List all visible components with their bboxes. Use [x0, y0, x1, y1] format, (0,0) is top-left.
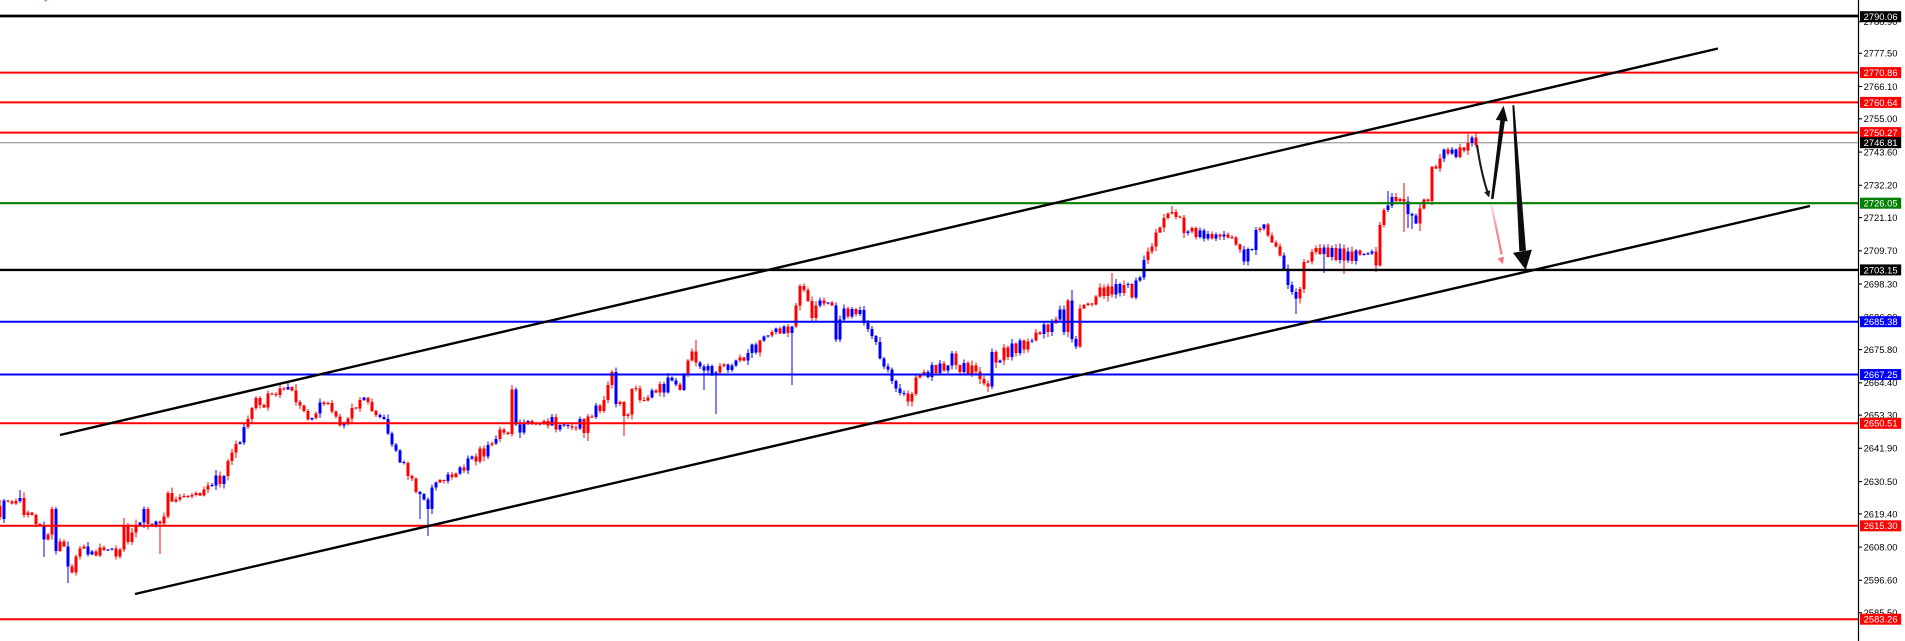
svg-text:2770.86: 2770.86 — [1864, 67, 1898, 78]
svg-text:2732.20: 2732.20 — [1864, 180, 1898, 191]
svg-text:2641.90: 2641.90 — [1864, 443, 1898, 454]
svg-text:2664.40: 2664.40 — [1864, 377, 1898, 388]
svg-text:2630.50: 2630.50 — [1864, 476, 1898, 487]
svg-text:2615.30: 2615.30 — [1864, 520, 1898, 531]
svg-text:2685.38: 2685.38 — [1864, 316, 1898, 327]
svg-text:2726.05: 2726.05 — [1864, 198, 1898, 209]
svg-text:2650.51: 2650.51 — [1864, 418, 1898, 429]
svg-text:2709.70: 2709.70 — [1864, 245, 1898, 256]
svg-text:2766.10: 2766.10 — [1864, 81, 1898, 92]
svg-text:2675.80: 2675.80 — [1864, 344, 1898, 355]
svg-text:2653.30: 2653.30 — [1864, 410, 1898, 421]
svg-text:2703.15: 2703.15 — [1864, 264, 1898, 275]
svg-text:2760.64: 2760.64 — [1864, 97, 1898, 108]
svg-text:2755.00: 2755.00 — [1864, 113, 1898, 124]
svg-text:2777.50: 2777.50 — [1864, 48, 1898, 59]
svg-text:2721.10: 2721.10 — [1864, 212, 1898, 223]
svg-text:2619.40: 2619.40 — [1864, 508, 1898, 519]
svg-text:2583.26: 2583.26 — [1864, 614, 1898, 625]
svg-text:2790.06: 2790.06 — [1864, 11, 1898, 22]
svg-text:2667.25: 2667.25 — [1864, 369, 1898, 380]
svg-text:2746.81: 2746.81 — [1864, 137, 1898, 148]
svg-text:2698.30: 2698.30 — [1864, 278, 1898, 289]
svg-text:2608.00: 2608.00 — [1864, 542, 1898, 553]
svg-text:2596.60: 2596.60 — [1864, 575, 1898, 586]
svg-text:2750.27: 2750.27 — [1864, 127, 1898, 138]
svg-text:2585.50: 2585.50 — [1864, 607, 1898, 618]
svg-text:2743.60: 2743.60 — [1864, 147, 1898, 158]
